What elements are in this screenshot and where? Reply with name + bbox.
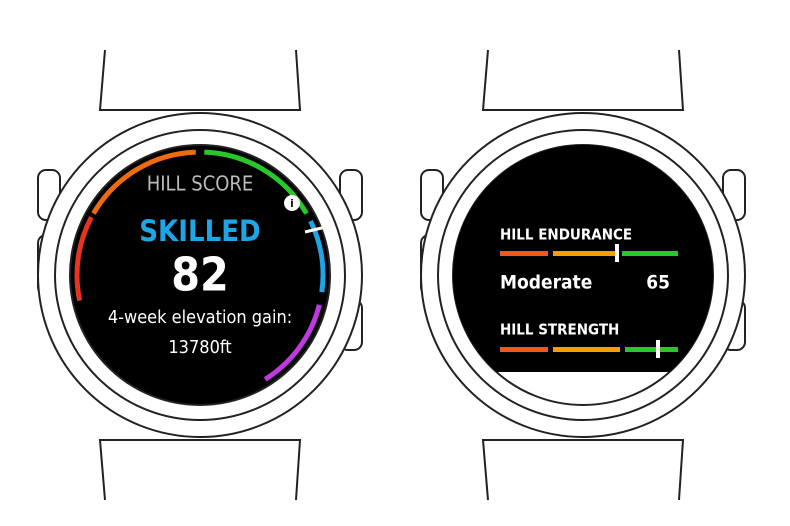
score: 82 [171,248,229,302]
gain-label: 4-week elevation gain: [108,307,292,328]
endurance-level: Moderate [500,272,592,294]
right-watch: HILL ENDURANCE Moderate 65 HILL STRENGTH [420,49,746,501]
endurance-title: HILL ENDURANCE [500,226,632,244]
level: SKILLED [139,214,260,248]
gain-value: 13780ft [168,337,231,358]
left-watch: i HILL SCORE SKILLED 82 4-week elevation… [37,49,363,501]
title: HILL SCORE [147,172,254,196]
endurance-value: 65 [646,272,670,294]
gauge-segment [74,149,326,401]
gauge-segment [74,149,326,401]
gauge-segment [74,149,326,401]
score-gauge [74,149,326,401]
gauge-segment [74,149,326,401]
strength-title: HILL STRENGTH [500,321,619,339]
gauge-segment [74,149,326,401]
svg-text:i: i [290,197,293,210]
